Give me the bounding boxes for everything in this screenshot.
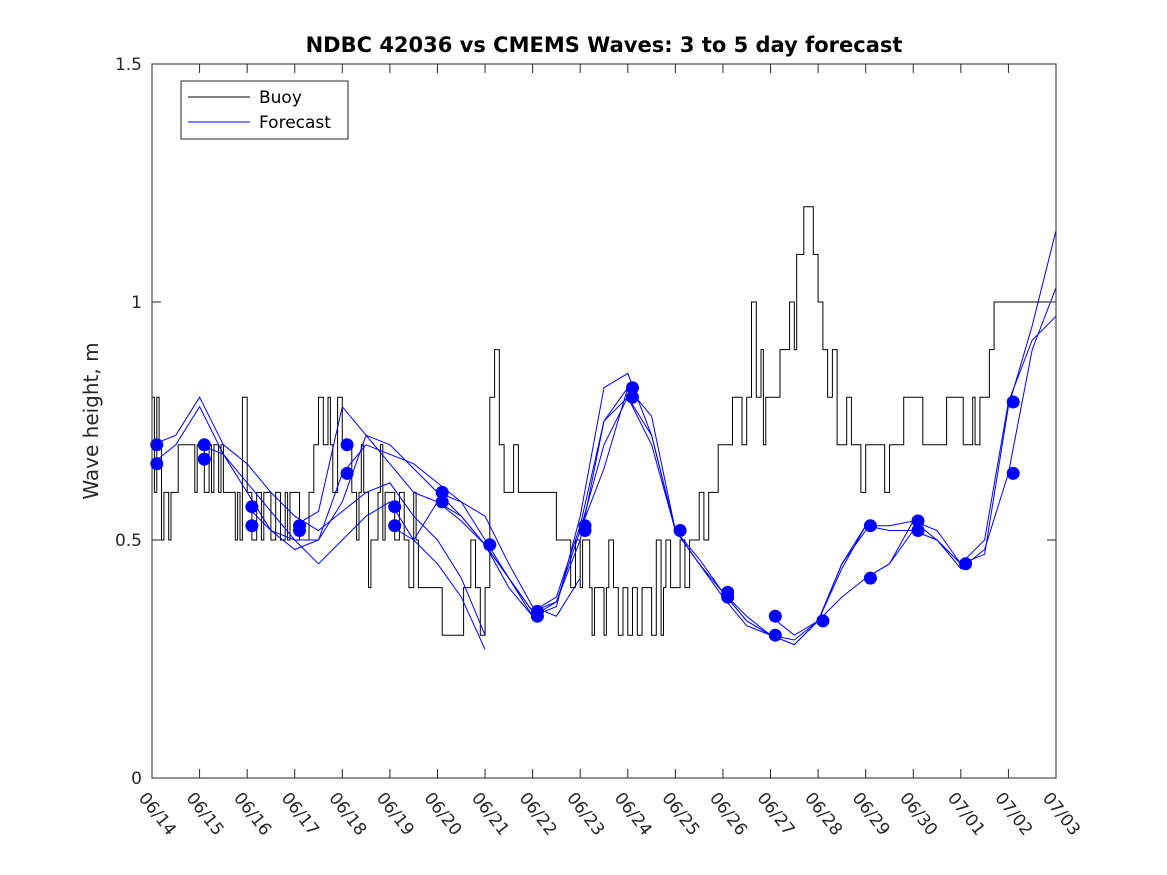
forecast-marker: [721, 590, 735, 604]
y-tick-label: 0: [131, 769, 142, 789]
forecast-marker: [911, 524, 925, 537]
legend-box: [180, 80, 349, 140]
forecast-marker: [530, 609, 544, 623]
forecast-marker: [388, 500, 402, 514]
y-tick-label: 1: [131, 293, 142, 313]
forecast-marker: [388, 519, 402, 533]
y-tick-label: 1.5: [115, 55, 142, 75]
forecast-series-line-1: [151, 396, 486, 636]
forecast-marker: [483, 538, 497, 552]
forecast-marker: [435, 485, 449, 499]
forecast-marker: [816, 614, 830, 628]
y-tick-label: 0.5: [115, 531, 142, 551]
forecast-marker: [197, 452, 211, 466]
legend-forecast-label: Forecast: [259, 113, 331, 133]
forecast-series-line-4: [246, 387, 629, 613]
forecast-marker: [863, 519, 877, 533]
legend: Buoy Forecast: [180, 80, 349, 140]
forecast-marker: [245, 500, 259, 514]
forecast-marker: [293, 524, 306, 537]
forecast-marker: [578, 524, 592, 537]
forecast-marker: [245, 519, 259, 533]
forecast-marker: [626, 390, 639, 404]
forecast-series-line-3: [199, 434, 581, 617]
forecast-series-line-2: [151, 405, 486, 650]
forecast-marker: [911, 514, 925, 528]
marker-layer: [150, 381, 1020, 642]
y-axis-label: Wave height, m: [79, 342, 103, 499]
forecast-marker: [1006, 395, 1020, 409]
forecast-marker: [150, 457, 164, 471]
forecast-marker: [435, 495, 449, 509]
y-axis-ticks: 0 0.5 1 1.5: [115, 55, 1056, 789]
legend-buoy-label: Buoy: [259, 88, 302, 108]
buoy-series-line: [152, 206, 1056, 636]
forecast-marker: [768, 609, 782, 623]
forecast-marker: [340, 466, 354, 480]
forecast-marker: [626, 381, 639, 395]
forecast-marker: [959, 557, 973, 571]
forecast-marker: [768, 628, 782, 642]
chart-title: NDBC 42036 vs CMEMS Waves: 3 to 5 day fo…: [306, 33, 903, 57]
forecast-marker: [673, 524, 687, 537]
plot-frame: [151, 63, 1057, 779]
forecast-marker: [340, 438, 354, 452]
forecast-marker: [1006, 466, 1020, 480]
forecast-marker: [863, 571, 877, 585]
forecast-marker: [150, 438, 164, 452]
forecast-marker: [197, 438, 211, 452]
